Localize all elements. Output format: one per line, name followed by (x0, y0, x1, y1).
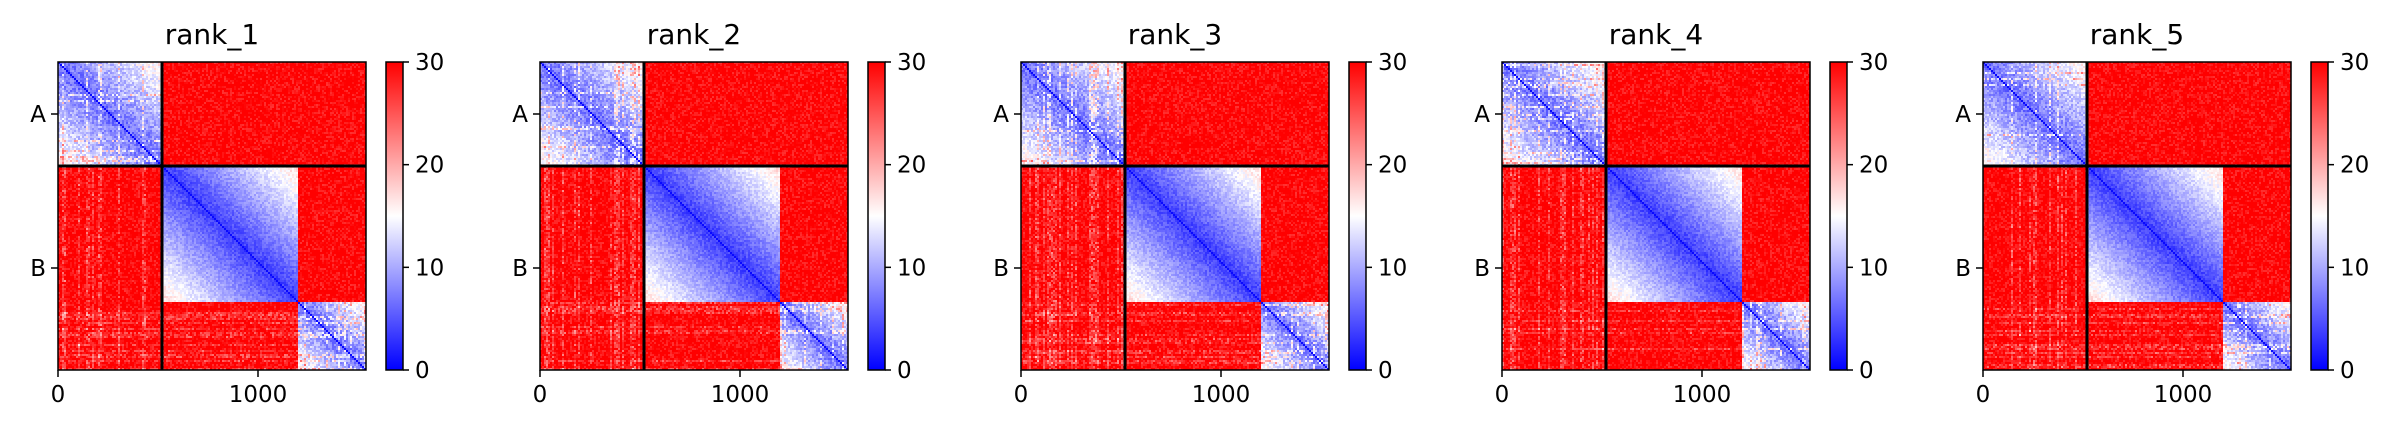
x-tick-label: 0 (533, 382, 548, 408)
colorbar-tick-label: 30 (415, 50, 444, 76)
x-tick-label: 1000 (711, 382, 770, 408)
heatmap-panel-3: rank_3 0 1000 A B 0 10 20 30 (993, 18, 1407, 408)
y-tick-label: B (30, 256, 46, 282)
chart-title: rank_2 (647, 18, 741, 51)
colorbar-tick-label: 10 (1859, 255, 1888, 281)
axes-frame (1982, 61, 2292, 371)
axes-frame (1501, 61, 1811, 371)
colorbar-tick-label: 30 (1378, 50, 1407, 76)
x-tick-label: 0 (1014, 382, 1029, 408)
colorbar-tick-label: 10 (415, 255, 444, 281)
y-tick-label: B (993, 256, 1009, 282)
colorbar-tick-label: 0 (1859, 358, 1874, 384)
colorbar-tick-label: 30 (897, 50, 926, 76)
colorbar-tick-label: 0 (415, 358, 430, 384)
colorbar-tick-label: 20 (1859, 153, 1888, 179)
heatmap-panel-2: rank_2 0 1000 A B 0 10 20 30 (512, 18, 926, 408)
x-tick-label: 0 (1495, 382, 1510, 408)
x-tick-label: 0 (51, 382, 66, 408)
x-tick-label: 1000 (1673, 382, 1732, 408)
axes-frame (539, 61, 849, 371)
chart-title: rank_3 (1128, 18, 1222, 51)
heatmap-panel-1: rank_1 0 1000 A B 0 10 20 30 (30, 18, 444, 408)
colorbar-tick-label: 10 (897, 255, 926, 281)
pae-matrix (1502, 62, 1810, 370)
colorbar-tick-label: 0 (897, 358, 912, 384)
chart-title: rank_5 (2090, 18, 2184, 51)
y-tick-label: B (1955, 256, 1971, 282)
pae-matrix (1983, 62, 2291, 370)
x-tick-label: 0 (1976, 382, 1991, 408)
colorbar-tick-label: 30 (1859, 50, 1888, 76)
colorbar-tick-label: 0 (2340, 358, 2355, 384)
colorbar-tick-label: 20 (415, 153, 444, 179)
y-tick-label: A (1474, 102, 1490, 128)
colorbar-tick-label: 20 (897, 153, 926, 179)
y-tick-label: A (993, 102, 1009, 128)
colorbar (2311, 62, 2328, 370)
colorbar-tick-label: 10 (1378, 255, 1407, 281)
x-tick-label: 1000 (2154, 382, 2213, 408)
axes-frame (57, 61, 367, 371)
chart-title: rank_4 (1609, 18, 1703, 51)
x-tick-label: 1000 (229, 382, 288, 408)
x-tick-label: 1000 (1192, 382, 1251, 408)
axes-frame (1020, 61, 1330, 371)
pae-matrix (1021, 62, 1329, 370)
colorbar-frame (867, 61, 886, 371)
y-tick-label: A (1955, 102, 1971, 128)
y-tick-label: B (512, 256, 528, 282)
y-tick-label: B (1474, 256, 1490, 282)
colorbar-tick-label: 20 (2340, 153, 2369, 179)
colorbar-tick-label: 0 (1378, 358, 1393, 384)
heatmap-panel-5: rank_5 0 1000 A B 0 10 20 30 (1955, 18, 2369, 408)
colorbar (868, 62, 885, 370)
chart-title: rank_1 (165, 18, 259, 51)
colorbar (1349, 62, 1366, 370)
colorbar (1830, 62, 1847, 370)
colorbar-frame (385, 61, 404, 371)
colorbar-tick-label: 10 (2340, 255, 2369, 281)
colorbar-frame (1348, 61, 1367, 371)
heatmap-panel-4: rank_4 0 1000 A B 0 10 20 30 (1474, 18, 1888, 408)
colorbar-frame (1829, 61, 1848, 371)
colorbar-tick-label: 20 (1378, 153, 1407, 179)
pae-matrix (540, 62, 848, 370)
colorbar-frame (2310, 61, 2329, 371)
colorbar (386, 62, 403, 370)
colorbar-tick-label: 30 (2340, 50, 2369, 76)
y-tick-label: A (512, 102, 528, 128)
pae-matrix (58, 62, 366, 370)
y-tick-label: A (30, 102, 46, 128)
